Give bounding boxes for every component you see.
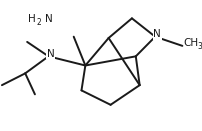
Text: N: N — [47, 49, 54, 59]
Text: N: N — [153, 29, 161, 39]
Text: CH: CH — [183, 38, 198, 48]
Text: N: N — [45, 14, 53, 24]
Text: 3: 3 — [198, 42, 202, 51]
Text: 2: 2 — [37, 18, 42, 27]
Text: H: H — [28, 14, 36, 24]
